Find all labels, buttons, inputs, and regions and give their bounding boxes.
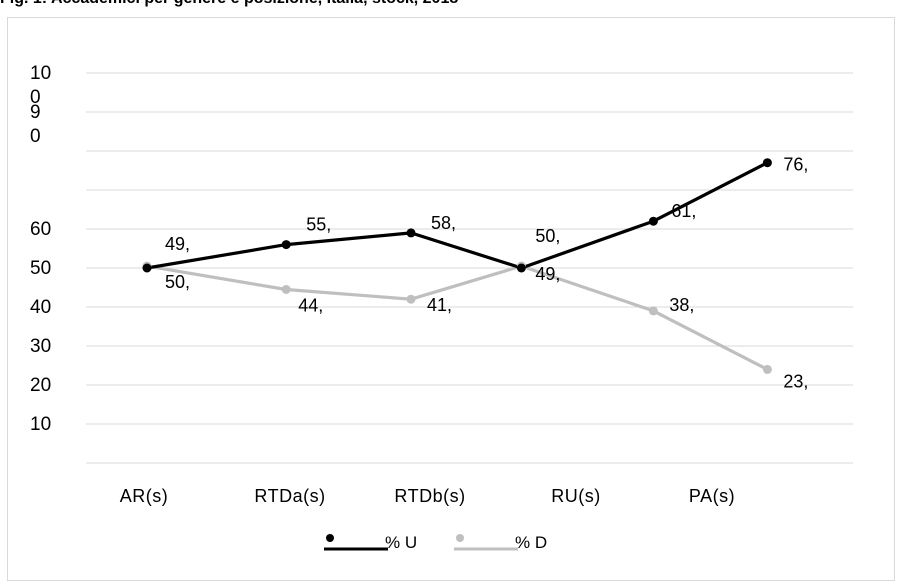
- series-lines: [146, 161, 769, 371]
- data-label: 50,: [165, 272, 190, 292]
- x-tick-label: RTDb(s): [394, 486, 465, 506]
- data-point: [762, 364, 772, 374]
- legend: % U % D: [324, 533, 547, 552]
- y-tick-label: 9: [30, 102, 41, 123]
- data-point: [281, 240, 291, 250]
- y-tick-label: 60: [30, 219, 51, 240]
- data-label: 49,: [535, 264, 560, 284]
- data-label: 76,: [783, 155, 808, 175]
- data-point: [406, 294, 416, 304]
- x-tick-label: AR(s): [120, 486, 169, 506]
- y-tick-label: 10: [30, 414, 51, 435]
- legend-label: % D: [515, 533, 547, 552]
- data-label: 23,: [783, 371, 808, 391]
- data-label: 50,: [535, 226, 560, 246]
- legend-item: % U: [324, 533, 417, 552]
- data-label: 61,: [671, 201, 696, 221]
- y-tick-label: 40: [30, 297, 51, 318]
- y-tick-label: 50: [30, 258, 51, 279]
- data-point: [281, 284, 291, 294]
- chart-frame: [7, 17, 895, 581]
- data-label: 49,: [165, 234, 190, 254]
- legend-marker: [456, 534, 464, 542]
- data-point: [516, 263, 526, 273]
- legend-item: % D: [454, 533, 547, 552]
- series-line: [146, 264, 769, 371]
- legend-marker: [326, 534, 334, 542]
- data-point: [648, 306, 658, 316]
- y-tick-label: 0: [30, 126, 41, 147]
- y-tick-label: 30: [30, 336, 51, 357]
- series-points: [142, 158, 772, 374]
- data-label: 41,: [427, 295, 452, 315]
- data-point: [142, 263, 152, 273]
- data-point: [762, 158, 772, 168]
- x-tick-label: RU(s): [551, 486, 601, 506]
- x-axis-tick-labels: AR(s) RTDa(s) RTDb(s) RU(s) PA(s): [120, 486, 735, 506]
- data-labels: 49, 55, 58, 50, 61, 76, 50, 44, 41, 49, 38, 23,: [165, 155, 808, 392]
- data-point: [406, 228, 416, 238]
- y-tick-label: 10: [30, 63, 51, 84]
- data-label: 58,: [431, 213, 456, 233]
- legend-label: % U: [385, 533, 417, 552]
- series-line: [146, 161, 769, 270]
- data-label: 38,: [669, 295, 694, 315]
- x-tick-label: RTDa(s): [254, 486, 325, 506]
- data-label: 55,: [306, 215, 331, 235]
- y-tick-label: 0: [30, 87, 41, 108]
- data-label: 44,: [298, 295, 323, 315]
- y-tick-label: 20: [30, 375, 51, 396]
- data-point: [648, 216, 658, 226]
- chart-caption: Fig. 1: Accademici per genere e posizion…: [0, 0, 903, 10]
- gridlines: [86, 72, 853, 464]
- x-tick-label: PA(s): [689, 486, 735, 506]
